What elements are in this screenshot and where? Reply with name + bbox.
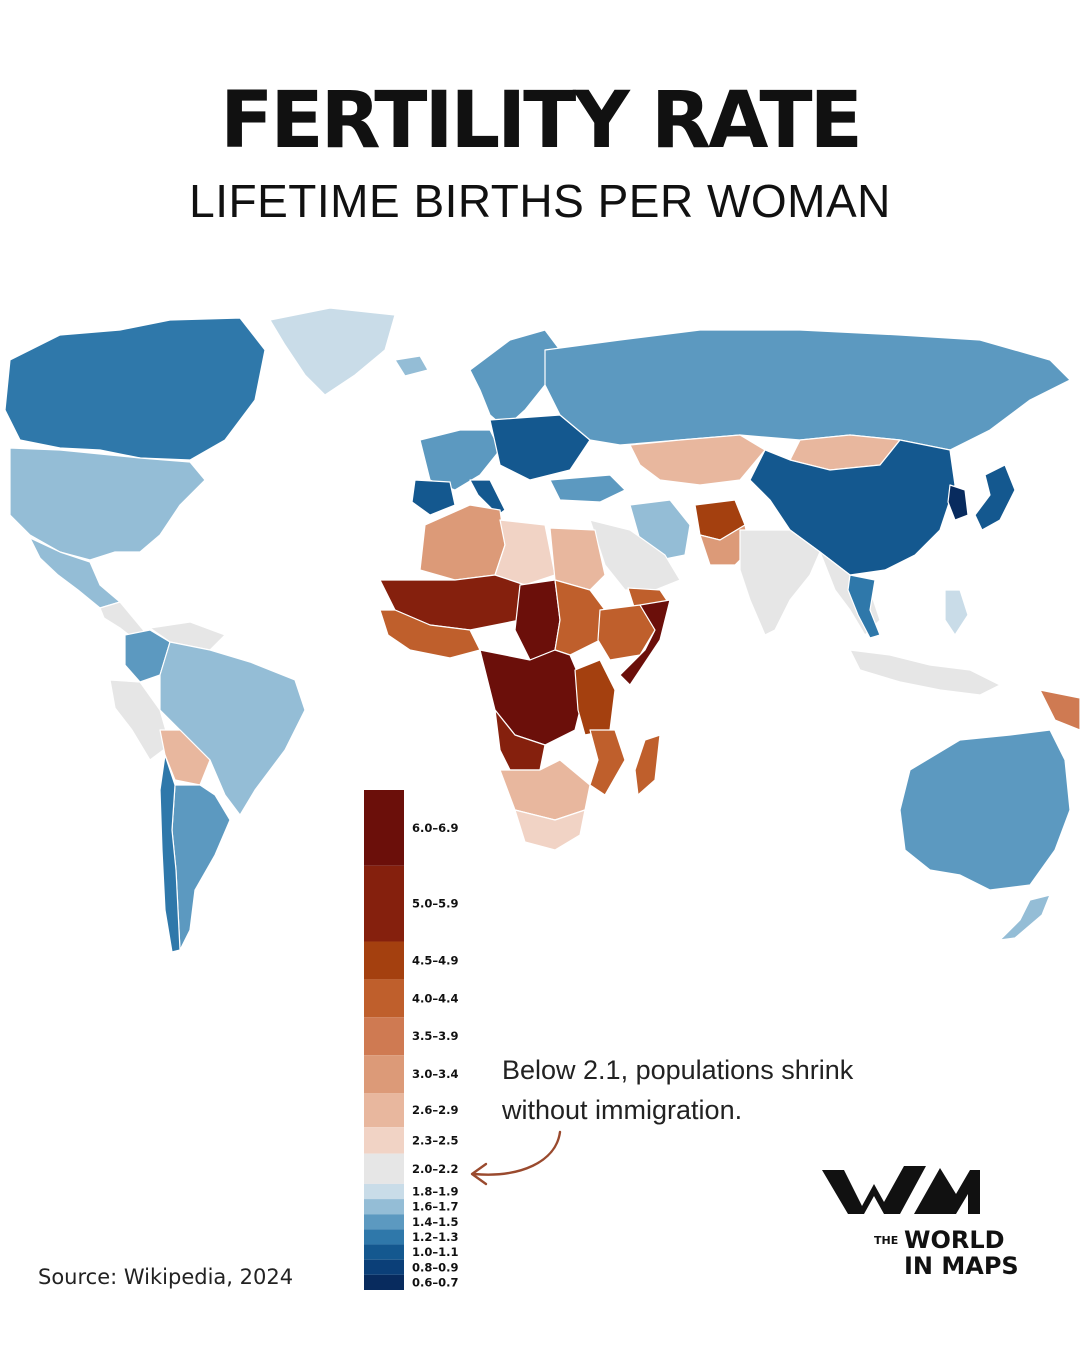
map-region-italy [469, 479, 506, 516]
legend-label-13: 1.0–1.1 [412, 1245, 459, 1259]
brand-logo: THE WORLD IN MAPS [822, 1162, 1022, 1292]
logo-prefix: THE [874, 1234, 899, 1247]
legend-label-1: 5.0–5.9 [412, 897, 459, 911]
logo-line-1: WORLD [904, 1226, 1005, 1254]
map-region-thailand [847, 574, 881, 639]
legend-swatch-3 [364, 979, 404, 1018]
legend-label-6: 2.6–2.9 [412, 1103, 459, 1117]
map-region-philippines [944, 589, 969, 636]
map-region-scandinavia [469, 329, 561, 429]
legend-label-14: 0.8–0.9 [412, 1260, 459, 1274]
legend-swatch-10 [364, 1199, 404, 1215]
source-note: Source: Wikipedia, 2024 [38, 1265, 294, 1289]
legend-swatch-14 [364, 1259, 404, 1275]
legend-label-15: 0.6–0.7 [412, 1275, 459, 1289]
legend-swatch-15 [364, 1274, 404, 1290]
legend-swatch-7 [364, 1127, 404, 1154]
map-region-argentina [171, 784, 231, 951]
map-region-central-africa-dr-congo [479, 649, 586, 746]
annotation-arrow-icon [470, 1130, 562, 1186]
legend-label-11: 1.4–1.5 [412, 1215, 459, 1229]
legend-swatch-0 [364, 790, 404, 866]
legend-label-8: 2.0–2.2 [412, 1162, 459, 1176]
map-region-india [739, 529, 821, 636]
map-region-china [749, 439, 956, 576]
map-region-arabian-peninsula [589, 519, 681, 591]
map-region-tanzania [574, 659, 616, 736]
legend-swatch-4 [364, 1017, 404, 1056]
map-region-mozambique [589, 729, 626, 796]
map-region-algeria [419, 504, 506, 581]
map-region-chile [159, 754, 181, 953]
map-region-korea [947, 484, 969, 521]
legend-swatch-2 [364, 941, 404, 980]
legend-swatch-13 [364, 1244, 404, 1260]
map-region-madagascar [634, 734, 661, 796]
map-region-canada [4, 317, 266, 461]
legend-swatch-9 [364, 1183, 404, 1200]
legend-swatch-6 [364, 1093, 404, 1128]
legend-swatch-11 [364, 1214, 404, 1230]
map-region-japan [974, 464, 1016, 531]
legend-label-4: 3.5–3.9 [412, 1029, 459, 1043]
legend-label-5: 3.0–3.4 [412, 1067, 459, 1081]
legend-label-12: 1.2–1.3 [412, 1230, 459, 1244]
map-region-new-zealand [999, 894, 1051, 941]
map-region-chad [514, 579, 561, 661]
map-region-indonesia [849, 649, 1001, 696]
page-subtitle: LIFETIME BIRTHS PER WOMAN [189, 175, 891, 227]
legend-label-7: 2.3–2.5 [412, 1133, 459, 1147]
map-region-venezuela [149, 621, 226, 651]
map-region-australia [899, 729, 1071, 891]
legend-swatch-1 [364, 865, 404, 942]
map-region-united-states [9, 447, 206, 561]
map-region-russia [544, 329, 1071, 451]
legend-label-0: 6.0–6.9 [412, 821, 459, 835]
map-region-somalia [619, 599, 671, 686]
annotation-note: Below 2.1, populations shrink without im… [502, 1050, 922, 1130]
legend-swatch-5 [364, 1055, 404, 1094]
map-region-greenland [269, 307, 396, 396]
map-region-turkey [549, 474, 626, 503]
legend-label-10: 1.6–1.7 [412, 1200, 459, 1214]
annotation-line-1: Below 2.1, populations shrink [502, 1055, 854, 1085]
legend-swatch-12 [364, 1229, 404, 1245]
legend-label-3: 4.0–4.4 [412, 991, 459, 1005]
map-region-papua-new-guinea [1039, 689, 1080, 731]
map-region-sudan [554, 579, 606, 656]
map-region-kazakhstan [629, 434, 766, 486]
color-legend: 6.0–6.9 5.0–5.9 4.5–4.9 4.0–4.4 3.5–3.9 3.0–3… [364, 790, 459, 1290]
map-region-peru [109, 679, 171, 761]
legend-label-9: 1.8–1.9 [412, 1185, 459, 1199]
map-region-south-africa [514, 809, 586, 851]
world-map [4, 307, 1080, 953]
map-region-iberia [411, 479, 456, 516]
map-region-egypt [549, 527, 606, 591]
map-region-iceland [394, 355, 429, 377]
page-title: FERTILITY RATE [220, 76, 863, 166]
annotation-line-2: without immigration. [502, 1095, 743, 1125]
wm-logo-icon [822, 1166, 980, 1214]
legend-label-2: 4.5–4.9 [412, 953, 459, 967]
logo-line-2: IN MAPS [904, 1252, 1019, 1280]
legend-swatch-8 [364, 1153, 404, 1184]
map-region-libya [494, 519, 556, 586]
